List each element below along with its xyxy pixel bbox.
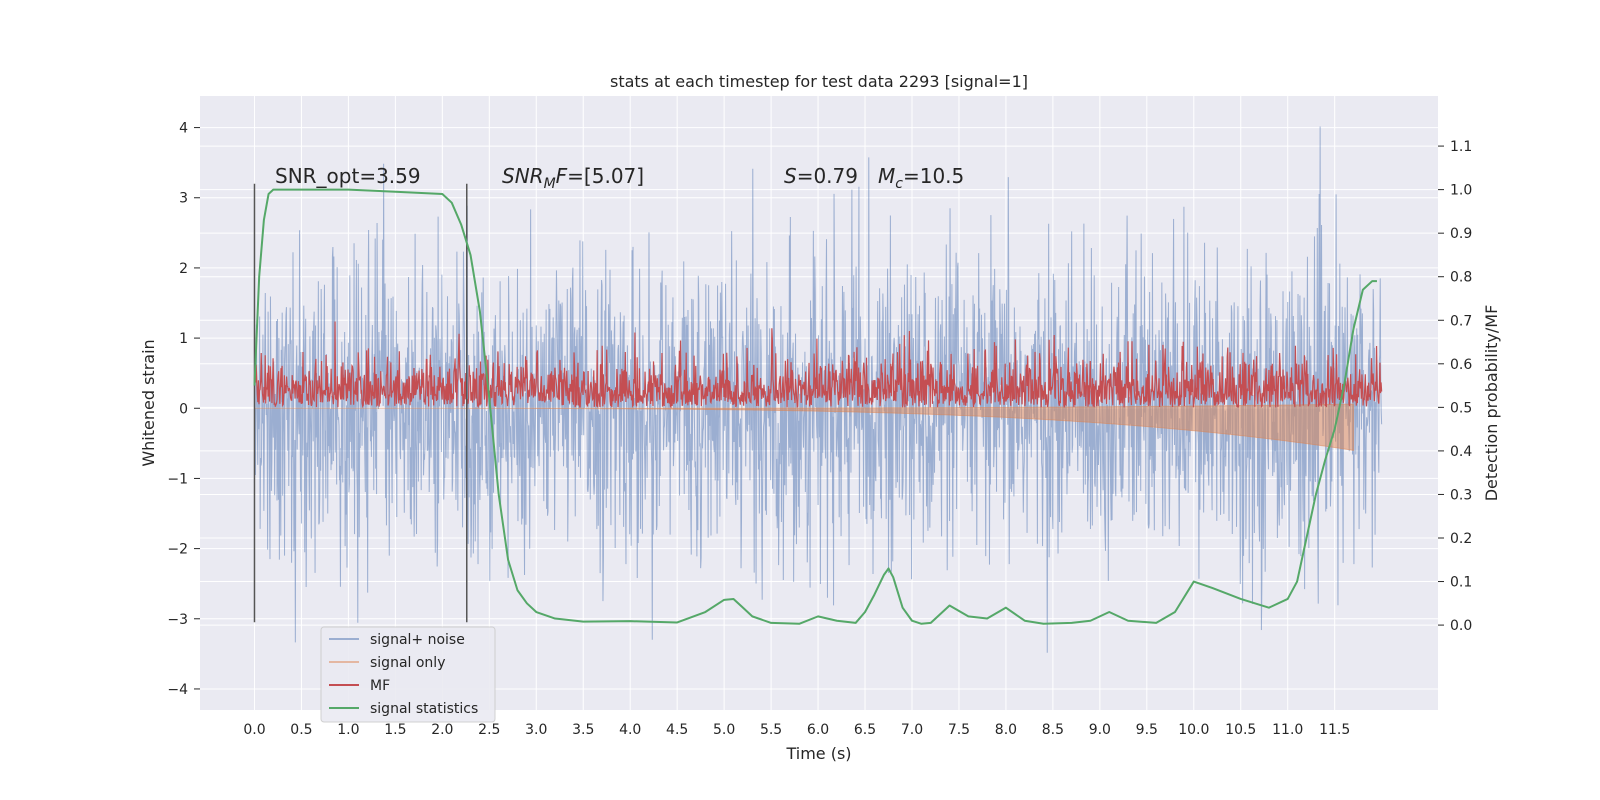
x-tick-label: 6.0 — [807, 722, 829, 738]
series-layer — [253, 126, 1383, 653]
y-right-tick-label: 1.0 — [1450, 183, 1472, 199]
legend: signal+ noise signal only MF signal stat… — [320, 626, 496, 723]
annotation-snr-opt: SNR_opt=3.59 — [275, 164, 421, 188]
y-right-tick-label: 0.7 — [1450, 313, 1472, 329]
series-signal-noise — [253, 126, 1383, 653]
x-tick-label: 3.5 — [572, 722, 594, 738]
legend-label-signal-statistics: signal statistics — [370, 701, 478, 717]
annotation-mc-value: =10.5 — [903, 164, 964, 188]
x-tick-label: 7.0 — [901, 722, 923, 738]
y-right-tick-label: 0.1 — [1450, 575, 1472, 591]
y-right-tick-label: 0.8 — [1450, 270, 1472, 286]
y-tick-label: −1 — [167, 471, 188, 487]
legend-box — [320, 626, 496, 723]
annotation-s: S=0.79 — [784, 164, 858, 188]
x-tick-label: 0.5 — [290, 722, 312, 738]
y-tick-label: 3 — [179, 191, 188, 207]
x-tick-label: 10.0 — [1178, 722, 1209, 738]
x-tick-label: 2.5 — [478, 722, 500, 738]
y-tick-label: 1 — [179, 331, 188, 347]
y-tick-label: −3 — [167, 612, 188, 628]
annotation-mc: Mc=10.5 — [878, 164, 964, 192]
x-tick-label: 10.5 — [1225, 722, 1256, 738]
series-signal-statistics — [253, 188, 1377, 625]
x-tick-label: 4.5 — [666, 722, 688, 738]
y-tick-label: 0 — [179, 401, 188, 417]
annotations: SNR_opt=3.59 SNRMF=[5.07] S=0.79 Mc=10.5 — [275, 164, 964, 192]
x-tick-label: 5.5 — [760, 722, 782, 738]
annotation-snr-mf: SNRMF=[5.07] — [502, 164, 644, 192]
legend-label-signal-noise: signal+ noise — [370, 632, 465, 648]
series-signal-only — [254, 403, 1354, 451]
annotation-s-value: =0.79 — [797, 164, 858, 188]
x-tick-label: 11.0 — [1272, 722, 1303, 738]
x-tick-label: 6.5 — [854, 722, 876, 738]
y-tick-label: 2 — [179, 261, 188, 277]
legend-label-mf: MF — [370, 678, 390, 694]
x-tick-label: 11.5 — [1319, 722, 1350, 738]
x-tick-label: 7.5 — [948, 722, 970, 738]
y-right-tick-label: 0.0 — [1450, 618, 1472, 634]
legend-label-signal-only: signal only — [370, 655, 445, 671]
x-tick-label: 1.0 — [337, 722, 359, 738]
y-tick-label: −2 — [167, 542, 188, 558]
y-right-tick-label: 1.1 — [1450, 139, 1472, 155]
y-right-tick-label: 0.2 — [1450, 531, 1472, 547]
annotation-snr-mf-value: =[5.07] — [567, 164, 644, 188]
x-tick-label: 5.0 — [713, 722, 735, 738]
x-axis-label: Time (s) — [785, 744, 851, 763]
y-right-tick-label: 0.3 — [1450, 487, 1472, 503]
x-tick-label: 4.0 — [619, 722, 641, 738]
x-tick-label: 0.0 — [243, 722, 265, 738]
x-tick-label: 3.0 — [525, 722, 547, 738]
y-axis-label: Whitened strain — [139, 339, 158, 466]
series-mf — [253, 321, 1383, 409]
x-tick-label: 1.5 — [384, 722, 406, 738]
y-right-tick-label: 0.6 — [1450, 357, 1472, 373]
y-right-tick-label: 0.4 — [1450, 444, 1472, 460]
y-axis-right-label: Detection probability/MF — [1482, 305, 1501, 502]
tick-labels: 0.0 0.5 1.0 1.5 2.0 2.5 3.0 3.5 4.0 4.5 5.0 5.5 6.0 6… — [167, 121, 1472, 738]
x-tick-label: 9.5 — [1136, 722, 1158, 738]
y-tick-label: −4 — [167, 682, 188, 698]
x-tick-label: 8.0 — [995, 722, 1017, 738]
y-tick-label: 4 — [179, 121, 188, 137]
chart-title: stats at each timestep for test data 229… — [610, 72, 1028, 91]
x-tick-label: 2.0 — [431, 722, 453, 738]
y-right-tick-label: 0.9 — [1450, 226, 1472, 242]
x-tick-label: 8.5 — [1042, 722, 1064, 738]
x-tick-label: 9.0 — [1089, 722, 1111, 738]
y-right-tick-label: 0.5 — [1450, 400, 1472, 416]
